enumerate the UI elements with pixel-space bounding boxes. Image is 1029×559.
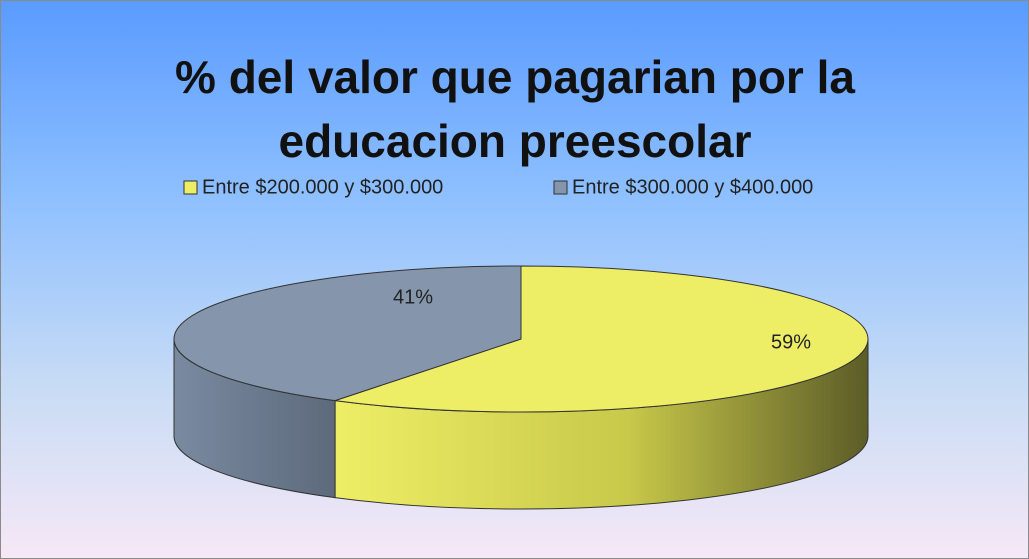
legend-marker — [183, 180, 198, 195]
legend-label: Entre $200.000 y $300.000 — [202, 176, 443, 198]
legend-marker — [553, 180, 568, 195]
legend-label: Entre $300.000 y $400.000 — [572, 176, 813, 198]
slice — [334, 265, 869, 413]
chart-title: % del valor que pagarian por la educacio… — [175, 51, 855, 167]
slice — [173, 265, 522, 402]
data-label: 59% — [771, 331, 811, 353]
data-label: 41% — [393, 286, 433, 308]
